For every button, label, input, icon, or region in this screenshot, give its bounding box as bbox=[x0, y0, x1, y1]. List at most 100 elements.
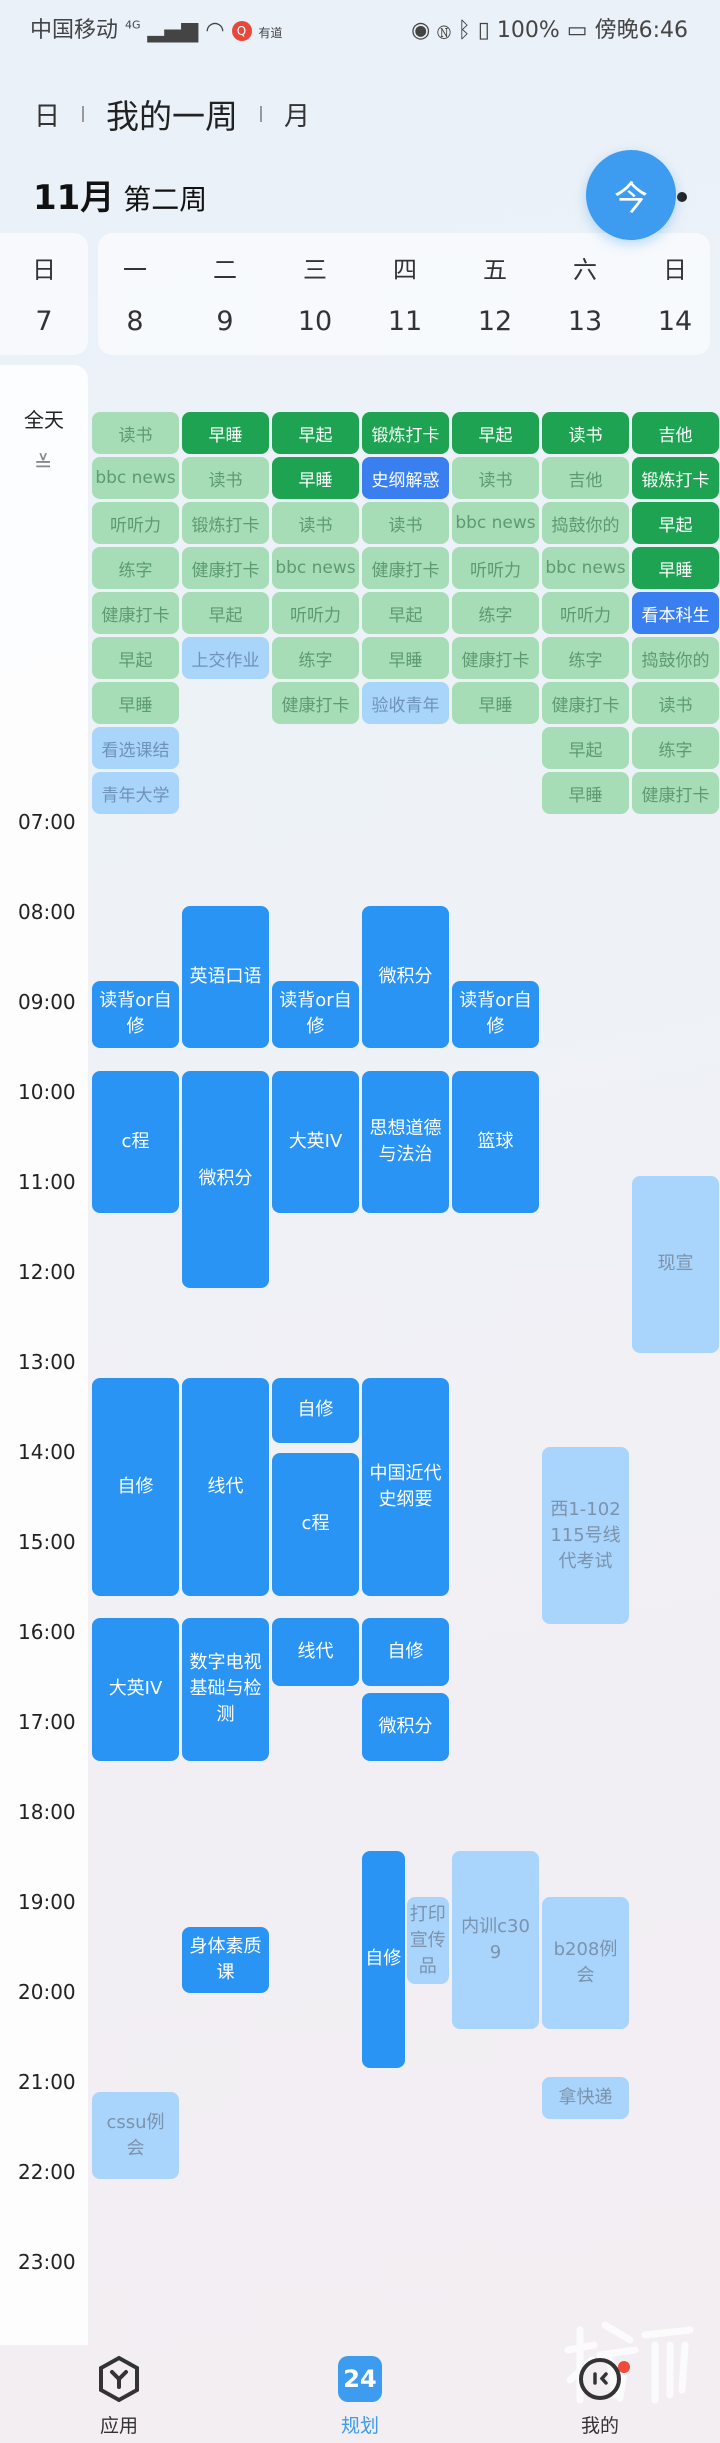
all-day-item[interactable]: 健康打卡 bbox=[272, 682, 359, 724]
schedule-event[interactable]: 篮球 bbox=[452, 1070, 539, 1213]
all-day-item[interactable]: 练字 bbox=[632, 727, 719, 769]
all-day-item[interactable]: 听听力 bbox=[92, 502, 179, 544]
all-day-item[interactable]: 早起 bbox=[452, 412, 539, 454]
schedule-event[interactable]: b208例会 bbox=[542, 1897, 629, 2029]
all-day-item[interactable]: 健康打卡 bbox=[182, 547, 269, 589]
all-day-item[interactable]: 健康打卡 bbox=[92, 592, 179, 634]
all-day-item[interactable]: 健康打卡 bbox=[362, 547, 449, 589]
schedule-event[interactable]: 微积分 bbox=[362, 1693, 449, 1761]
schedule-event[interactable]: 拿快递 bbox=[542, 2077, 629, 2119]
schedule-event[interactable]: 内训c309 bbox=[452, 1850, 539, 2029]
date-label[interactable]: 9 bbox=[216, 306, 234, 337]
schedule-event[interactable]: 自修 bbox=[92, 1378, 179, 1596]
schedule-event[interactable]: 微积分 bbox=[362, 905, 449, 1048]
schedule-event[interactable]: 线代 bbox=[182, 1378, 269, 1596]
all-day-item[interactable]: bbc news bbox=[542, 547, 629, 589]
nav-plan[interactable]: 24 规划 bbox=[310, 2355, 410, 2438]
schedule-event[interactable]: 微积分 bbox=[182, 1070, 269, 1288]
schedule-event[interactable]: 西1-102 115号线代考试 bbox=[542, 1447, 629, 1624]
all-day-item[interactable]: 上交作业 bbox=[182, 637, 269, 679]
schedule-event[interactable]: 读背or自修 bbox=[272, 980, 359, 1048]
all-day-item[interactable]: 早睡 bbox=[542, 772, 629, 814]
schedule-event[interactable]: 思想道德与法治 bbox=[362, 1070, 449, 1213]
schedule-event[interactable]: 自修 bbox=[362, 1850, 405, 2068]
all-day-item[interactable]: 早睡 bbox=[272, 457, 359, 499]
schedule-event[interactable]: 读背or自修 bbox=[92, 980, 179, 1048]
all-day-item[interactable]: 早起 bbox=[362, 592, 449, 634]
tab-week[interactable]: 我的一周 bbox=[106, 97, 239, 136]
all-day-item[interactable]: 早起 bbox=[632, 502, 719, 544]
schedule-event[interactable]: c程 bbox=[272, 1453, 359, 1596]
date-label[interactable]: 12 bbox=[477, 306, 513, 337]
all-day-item[interactable]: 看选课结 bbox=[92, 727, 179, 769]
all-day-item[interactable]: 练字 bbox=[272, 637, 359, 679]
all-day-item[interactable]: 早睡 bbox=[452, 682, 539, 724]
collapse-icon[interactable]: ≚ bbox=[34, 452, 53, 477]
schedule-event[interactable]: 大英IV bbox=[272, 1070, 359, 1213]
all-day-item[interactable]: 练字 bbox=[542, 637, 629, 679]
all-day-item[interactable]: 读书 bbox=[182, 457, 269, 499]
schedule-event[interactable]: 中国近代史纲要 bbox=[362, 1378, 449, 1596]
date-label[interactable]: 11 bbox=[387, 306, 423, 337]
date-label[interactable]: 13 bbox=[567, 306, 603, 337]
all-day-item[interactable]: 看本科生 bbox=[632, 592, 719, 634]
all-day-item[interactable]: 读书 bbox=[542, 412, 629, 454]
schedule-event[interactable]: c程 bbox=[92, 1070, 179, 1213]
schedule-event[interactable]: 线代 bbox=[272, 1618, 359, 1686]
tab-month[interactable]: 月 bbox=[284, 101, 311, 132]
all-day-item[interactable]: 读书 bbox=[452, 457, 539, 499]
all-day-item[interactable]: 早睡 bbox=[92, 682, 179, 724]
schedule-event[interactable]: 大英IV bbox=[92, 1618, 179, 1761]
all-day-item[interactable]: 捣鼓你的 bbox=[632, 637, 719, 679]
schedule-event[interactable]: 身体素质课 bbox=[182, 1927, 269, 1993]
all-day-item[interactable]: 读书 bbox=[272, 502, 359, 544]
schedule-event[interactable]: 英语口语 bbox=[182, 905, 269, 1048]
all-day-item[interactable]: 健康打卡 bbox=[632, 772, 719, 814]
all-day-item[interactable]: 早起 bbox=[272, 412, 359, 454]
date-label[interactable]: 8 bbox=[126, 306, 144, 337]
all-day-item[interactable]: 读书 bbox=[92, 412, 179, 454]
all-day-item[interactable]: bbc news bbox=[92, 457, 179, 499]
date-label[interactable]: 10 bbox=[297, 306, 333, 337]
all-day-item[interactable]: 练字 bbox=[452, 592, 539, 634]
tab-day[interactable]: 日 bbox=[34, 101, 61, 132]
carrier: 中国移动 bbox=[30, 18, 119, 43]
all-day-item[interactable]: 锻炼打卡 bbox=[362, 412, 449, 454]
all-day-item[interactable]: 读书 bbox=[362, 502, 449, 544]
all-day-item[interactable]: bbc news bbox=[452, 502, 539, 544]
all-day-item[interactable]: 验收青年 bbox=[362, 682, 449, 724]
all-day-item[interactable]: 早起 bbox=[542, 727, 629, 769]
all-day-item[interactable]: 健康打卡 bbox=[542, 682, 629, 724]
all-day-item[interactable]: 捣鼓你的 bbox=[542, 502, 629, 544]
all-day-item[interactable]: 听听力 bbox=[452, 547, 539, 589]
all-day-item[interactable]: 练字 bbox=[92, 547, 179, 589]
schedule-event[interactable]: 打印宣传品 bbox=[406, 1897, 449, 1984]
all-day-item[interactable]: 吉他 bbox=[542, 457, 629, 499]
all-day-item[interactable]: 早睡 bbox=[362, 637, 449, 679]
all-day-item[interactable]: 早起 bbox=[182, 592, 269, 634]
all-day-item[interactable]: 青年大学 bbox=[92, 772, 179, 814]
schedule-event[interactable]: 自修 bbox=[362, 1618, 449, 1686]
schedule-event[interactable]: 现宣 bbox=[632, 1175, 719, 1353]
schedule-event[interactable]: cssu例会 bbox=[92, 2092, 179, 2179]
all-day-item[interactable]: 早睡 bbox=[182, 412, 269, 454]
all-day-item[interactable]: 锻炼打卡 bbox=[632, 457, 719, 499]
all-day-item[interactable]: 锻炼打卡 bbox=[182, 502, 269, 544]
date-label[interactable]: 14 bbox=[657, 306, 693, 337]
all-day-item[interactable]: bbc news bbox=[272, 547, 359, 589]
all-day-item[interactable]: 早起 bbox=[92, 637, 179, 679]
schedule-event[interactable]: 数字电视基础与检测 bbox=[182, 1618, 269, 1761]
nav-apps[interactable]: 应用 bbox=[69, 2355, 169, 2438]
all-day-item[interactable]: 早睡 bbox=[632, 547, 719, 589]
all-day-item[interactable]: 读书 bbox=[632, 682, 719, 724]
today-button[interactable]: 今 bbox=[586, 150, 676, 240]
all-day-item[interactable]: 吉他 bbox=[632, 412, 719, 454]
date-label[interactable]: 7 bbox=[35, 306, 53, 337]
nav-mine[interactable]: 我的 bbox=[550, 2355, 650, 2438]
schedule-event[interactable]: 读背or自修 bbox=[452, 980, 539, 1048]
all-day-item[interactable]: 史纲解惑 bbox=[362, 457, 449, 499]
all-day-item[interactable]: 听听力 bbox=[542, 592, 629, 634]
all-day-item[interactable]: 听听力 bbox=[272, 592, 359, 634]
all-day-item[interactable]: 健康打卡 bbox=[452, 637, 539, 679]
schedule-event[interactable]: 自修 bbox=[272, 1378, 359, 1443]
